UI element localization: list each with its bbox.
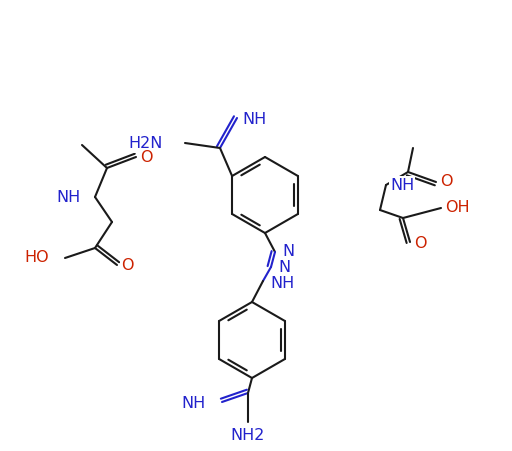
Text: O: O bbox=[440, 175, 452, 189]
Text: NH: NH bbox=[390, 178, 414, 193]
Text: NH: NH bbox=[271, 276, 295, 290]
Text: NH: NH bbox=[243, 112, 267, 128]
Text: N: N bbox=[282, 244, 294, 258]
Text: OH: OH bbox=[445, 201, 470, 216]
Text: NH2: NH2 bbox=[231, 428, 265, 442]
Text: NH: NH bbox=[182, 396, 206, 410]
Text: O: O bbox=[414, 236, 426, 252]
Text: O: O bbox=[121, 258, 133, 272]
Text: O: O bbox=[140, 149, 152, 165]
Text: N: N bbox=[278, 261, 290, 276]
Text: HO: HO bbox=[25, 250, 49, 266]
Text: H2N: H2N bbox=[129, 137, 163, 152]
Text: NH: NH bbox=[57, 190, 81, 206]
